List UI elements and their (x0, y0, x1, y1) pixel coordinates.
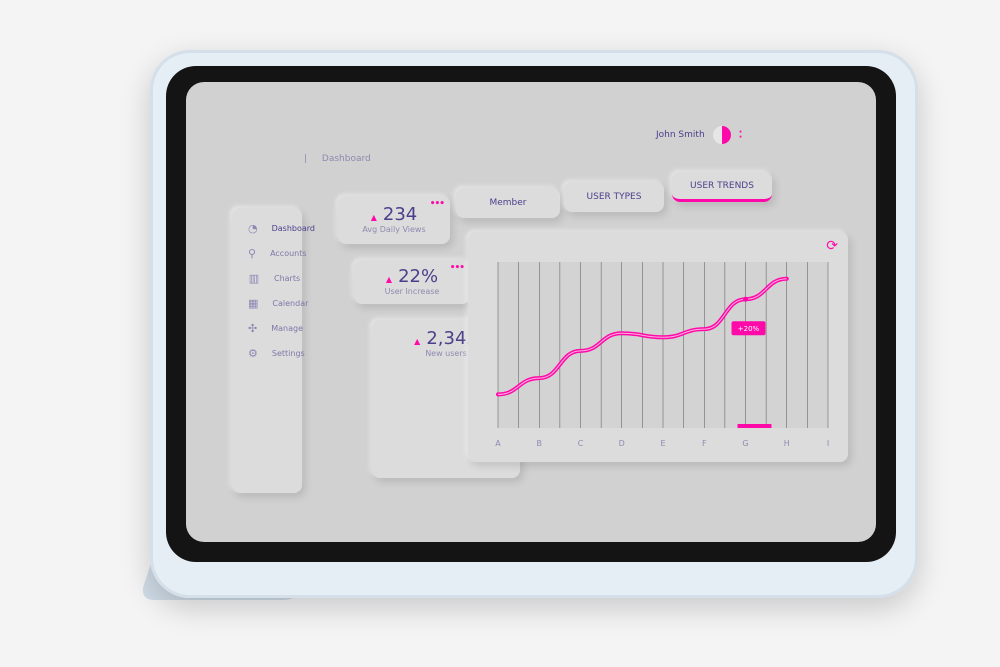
chart-card: ⟳ A B C D E F G H I +20% (468, 232, 848, 462)
sidebar-item-calendar[interactable]: ▦ Calendar (248, 291, 308, 316)
tab-label: Member (489, 198, 527, 208)
sidebar-item-label: Settings (271, 349, 305, 358)
bar-chart-icon: ▥ (248, 272, 260, 285)
user-icon: ⚲ (248, 247, 257, 260)
up-arrow-icon: ▲ (414, 337, 421, 346)
gear-icon: ⚙ (248, 347, 258, 360)
annotation-label: +20% (738, 325, 760, 333)
avatar[interactable] (712, 126, 731, 144)
stat-card-increase: ••• ▲ 22% User Increase (354, 260, 470, 304)
tab-member[interactable]: Member (456, 188, 560, 218)
user-name: John Smith (656, 130, 705, 140)
range-indicator (737, 424, 772, 428)
x-tick-label: E (660, 439, 665, 448)
tab-user-types[interactable]: USER TYPES (564, 182, 664, 212)
tab-user-trends[interactable]: USER TRENDS (672, 172, 772, 202)
refresh-icon[interactable]: ⟳ (826, 238, 838, 254)
x-tick-label: H (784, 439, 790, 448)
dashboard-screen: | Dashboard John Smith · · ◔ Dashboard ⚲ Acc… (186, 82, 876, 542)
sidebar-item-label: Charts (274, 274, 301, 283)
trend-chart: A B C D E F G H I +20% (495, 262, 829, 448)
x-tick-label: A (495, 439, 501, 448)
sidebar-item-label: Accounts (270, 249, 307, 258)
move-icon: ✣ (248, 322, 258, 335)
pie-chart-icon: ◔ (248, 222, 258, 235)
sidebar-item-manage[interactable]: ✣ Manage (248, 316, 303, 341)
calendar-icon: ▦ (248, 297, 259, 310)
more-icon[interactable]: ••• (449, 263, 465, 273)
breadcrumb-separator: | (304, 154, 308, 164)
annotation-badge (731, 321, 766, 336)
sidebar-item-label: Dashboard (271, 224, 316, 233)
stat-card-views: ••• ▲ 234 Avg Daily Views (338, 196, 450, 244)
x-tick-label: C (578, 439, 584, 448)
tab-label: USER TYPES (586, 192, 642, 202)
x-tick-label: G (742, 439, 748, 448)
stat-value: 2,345 (426, 328, 478, 349)
x-tick-label: D (619, 439, 625, 448)
sidebar-item-dashboard[interactable]: ◔ Dashboard (248, 216, 315, 241)
stat-value: 234 (382, 204, 418, 225)
x-tick-label: F (702, 439, 707, 448)
x-tick-label: I (827, 439, 829, 448)
stat-label: New users (425, 349, 467, 358)
x-tick-label: B (537, 439, 543, 448)
sidebar-item-settings[interactable]: ⚙ Settings (248, 341, 305, 366)
more-vertical-icon[interactable]: · · (738, 127, 743, 143)
sidebar: ◔ Dashboard ⚲ Accounts ▥ Charts ▦ Calendar ✣ Mana… (232, 208, 315, 493)
stat-value: 22% (398, 266, 439, 287)
breadcrumb-item[interactable]: Dashboard (321, 154, 371, 164)
sidebar-item-accounts[interactable]: ⚲ Accounts (248, 241, 307, 266)
sidebar-item-charts[interactable]: ▥ Charts (248, 266, 302, 291)
data-point (743, 296, 748, 302)
stat-label: Avg Daily Views (362, 225, 426, 234)
breadcrumb: | Dashboard (304, 154, 371, 164)
trend-line-highlight (497, 278, 787, 395)
tab-label: USER TRENDS (690, 180, 754, 191)
sidebar-item-label: Manage (271, 324, 303, 333)
sidebar-item-label: Calendar (272, 299, 309, 308)
stat-label: User Increase (384, 287, 440, 296)
up-arrow-icon: ▲ (370, 213, 377, 222)
up-arrow-icon: ▲ (385, 275, 393, 284)
more-icon[interactable]: ••• (429, 199, 445, 209)
